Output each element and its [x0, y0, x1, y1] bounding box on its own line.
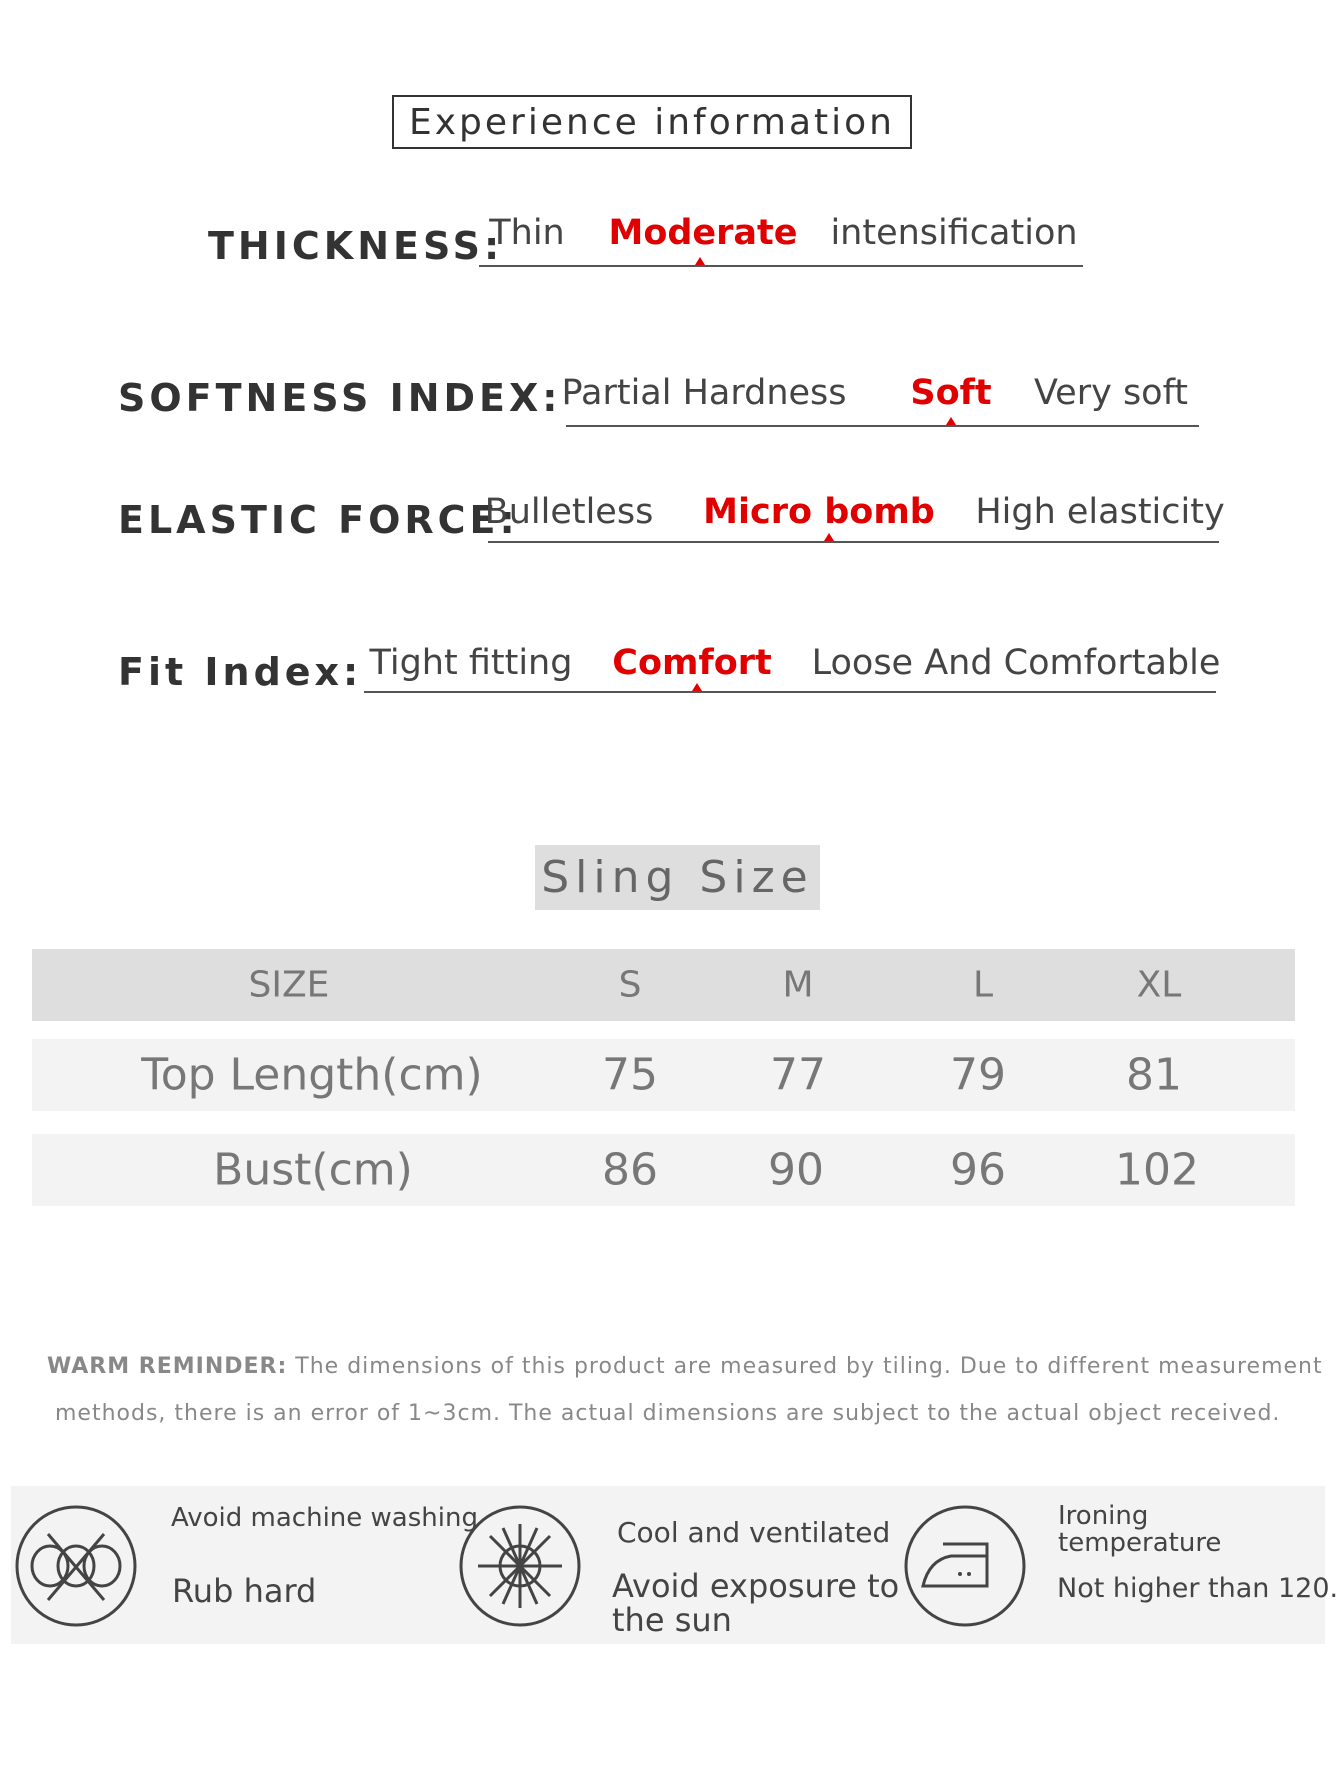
header-m: M: [782, 964, 814, 1006]
cell-value: 77: [770, 1049, 826, 1101]
table-row: Top Length(cm) 75 77 79 81: [32, 1039, 1295, 1111]
size-table-title: Sling Size: [535, 845, 820, 910]
section-title: Experience information: [392, 95, 912, 149]
care-detail-iron: Not higher than 120.: [1057, 1573, 1339, 1604]
cell-value: 90: [768, 1144, 824, 1196]
thickness-option-moderate: Moderate: [608, 213, 798, 253]
softness-scale-line: [566, 425, 1199, 427]
cell-value: 86: [602, 1144, 658, 1196]
care-detail-sun: Avoid exposure to the sun: [612, 1567, 900, 1639]
fit-marker: [692, 683, 702, 691]
softness-option-very-soft: Very soft: [1033, 373, 1189, 413]
warm-reminder-line1: WARM REMINDER: The dimensions of this pr…: [47, 1354, 1323, 1379]
care-title-iron: Ironing temperature: [1058, 1501, 1222, 1559]
elastic-marker: [824, 533, 834, 541]
elastic-scale-line: [488, 541, 1219, 543]
iron-icon: [904, 1505, 1026, 1627]
thickness-option-intensification: intensification: [830, 213, 1078, 253]
cell-value: 81: [1126, 1049, 1182, 1101]
care-title-wash: Avoid machine washing: [171, 1503, 478, 1533]
header-size: SIZE: [248, 964, 330, 1006]
thickness-scale-line: [479, 265, 1083, 267]
softness-option-partial-hardness: Partial Hardness: [561, 373, 847, 413]
size-table-header: SIZE S M L XL: [32, 949, 1295, 1021]
cell-value: 79: [950, 1049, 1006, 1101]
care-detail-wash: Rub hard: [172, 1572, 317, 1610]
header-xl: XL: [1136, 964, 1182, 1006]
thickness-marker: [695, 257, 705, 265]
header-l: L: [972, 964, 994, 1006]
thickness-label: THICKNESS:: [208, 224, 504, 268]
softness-marker: [946, 417, 956, 425]
elastic-option-micro-bomb: Micro bomb: [703, 492, 935, 532]
cell-value: 102: [1115, 1144, 1199, 1196]
thickness-option-thin: Thin: [489, 213, 565, 253]
warm-reminder-label: WARM REMINDER:: [47, 1354, 288, 1379]
no-sun-icon: [459, 1505, 581, 1627]
care-instructions: [11, 1486, 1325, 1644]
elastic-option-bulletless: Bulletless: [484, 492, 654, 532]
table-row: Bust(cm) 86 90 96 102: [32, 1134, 1295, 1206]
fit-label: Fit Index:: [118, 650, 363, 694]
no-machine-wash-icon: [15, 1505, 137, 1627]
fit-option-tight: Tight fitting: [369, 643, 573, 683]
elastic-label: ELASTIC FORCE:: [118, 498, 519, 542]
fit-scale-line: [364, 691, 1216, 693]
warm-reminder-text: The dimensions of this product are measu…: [287, 1354, 1323, 1379]
header-s: S: [618, 964, 642, 1006]
cell-value: 75: [602, 1049, 658, 1101]
cell-value: 96: [950, 1144, 1006, 1196]
row-label: Bust(cm): [213, 1144, 413, 1196]
softness-label: SOFTNESS INDEX:: [118, 376, 562, 420]
row-label: Top Length(cm): [141, 1049, 483, 1101]
fit-option-loose: Loose And Comfortable: [811, 643, 1221, 683]
warm-reminder-line2: methods, there is an error of 1~3cm. The…: [55, 1401, 1281, 1426]
care-title-sun: Cool and ventilated: [617, 1516, 891, 1549]
elastic-option-high-elasticity: High elasticity: [975, 492, 1225, 532]
softness-option-soft: Soft: [910, 373, 992, 413]
fit-option-comfort: Comfort: [612, 643, 772, 683]
